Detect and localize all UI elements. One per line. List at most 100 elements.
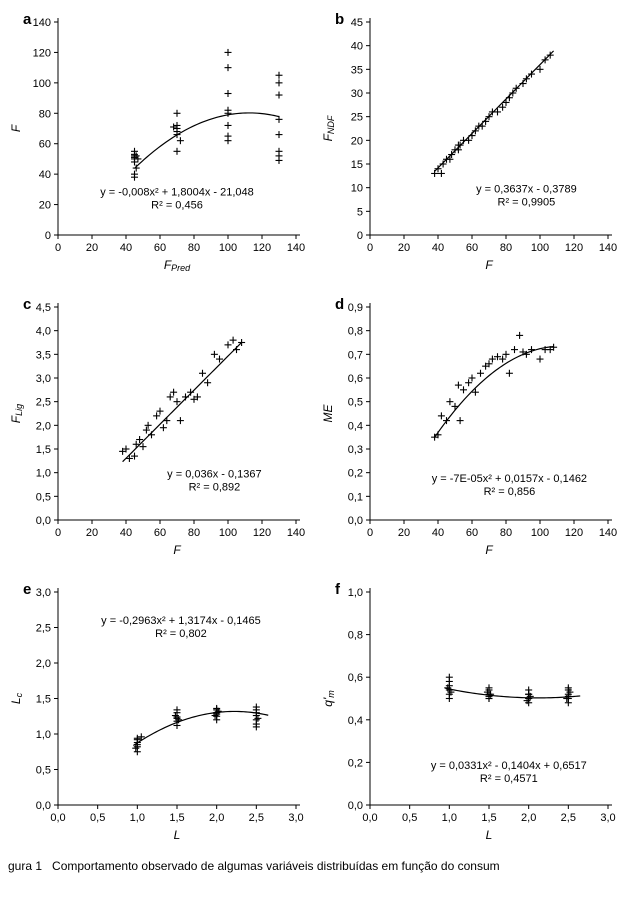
svg-text:40: 40 xyxy=(39,169,51,181)
svg-text:40: 40 xyxy=(120,527,132,539)
svg-text:0,8: 0,8 xyxy=(348,326,363,338)
svg-text:120: 120 xyxy=(253,527,271,539)
svg-text:ME: ME xyxy=(321,404,335,423)
svg-text:L: L xyxy=(174,828,181,842)
svg-text:1,5: 1,5 xyxy=(36,444,51,456)
svg-text:15: 15 xyxy=(351,159,363,171)
svg-text:100: 100 xyxy=(531,527,549,539)
svg-text:20: 20 xyxy=(351,135,363,147)
svg-text:2,0: 2,0 xyxy=(36,420,51,432)
svg-text:3,0: 3,0 xyxy=(36,373,51,385)
svg-text:1,5: 1,5 xyxy=(481,812,496,824)
svg-text:0: 0 xyxy=(55,527,61,539)
svg-text:120: 120 xyxy=(565,527,583,539)
svg-text:30: 30 xyxy=(351,88,363,100)
svg-text:5: 5 xyxy=(357,206,363,218)
svg-text:140: 140 xyxy=(287,527,305,539)
panel-b: b051015202530354045020406080100120140FFN… xyxy=(320,10,622,275)
svg-text:40: 40 xyxy=(351,41,363,53)
svg-text:3,0: 3,0 xyxy=(288,812,303,824)
svg-text:20: 20 xyxy=(86,527,98,539)
svg-text:0,0: 0,0 xyxy=(348,515,363,527)
svg-text:F: F xyxy=(173,543,181,557)
svg-text:35: 35 xyxy=(351,64,363,76)
svg-text:1,0: 1,0 xyxy=(36,468,51,480)
svg-text:Lc: Lc xyxy=(9,692,24,704)
svg-text:1,0: 1,0 xyxy=(36,729,51,741)
svg-text:0,0: 0,0 xyxy=(348,800,363,812)
svg-text:0,7: 0,7 xyxy=(348,349,363,361)
chart-grid: a020406080100120140020406080100120140FPr… xyxy=(0,0,630,855)
svg-text:0,5: 0,5 xyxy=(90,812,105,824)
svg-text:y = 0,036x - 0,1367: y = 0,036x - 0,1367 xyxy=(167,468,261,480)
svg-text:100: 100 xyxy=(219,242,237,254)
svg-text:FNDF: FNDF xyxy=(321,115,336,141)
panel-a: a020406080100120140020406080100120140FPr… xyxy=(8,10,310,275)
svg-text:0: 0 xyxy=(367,527,373,539)
svg-text:R² = 0,456: R² = 0,456 xyxy=(151,199,203,211)
panel-d: d0,00,10,20,30,40,50,60,70,80,9020406080… xyxy=(320,295,622,560)
svg-text:y = 0,3637x - 0,3789: y = 0,3637x - 0,3789 xyxy=(476,183,577,195)
svg-text:3,0: 3,0 xyxy=(36,587,51,599)
svg-text:0,6: 0,6 xyxy=(348,373,363,385)
svg-text:F: F xyxy=(485,543,493,557)
svg-text:0,0: 0,0 xyxy=(36,800,51,812)
svg-text:b: b xyxy=(335,11,344,28)
svg-text:140: 140 xyxy=(599,242,617,254)
svg-text:0,2: 0,2 xyxy=(348,468,363,480)
svg-text:y = -0,008x² + 1,8004x - 21,04: y = -0,008x² + 1,8004x - 21,048 xyxy=(100,186,254,198)
svg-text:1,0: 1,0 xyxy=(348,587,363,599)
svg-text:1,0: 1,0 xyxy=(442,812,457,824)
svg-text:3,5: 3,5 xyxy=(36,349,51,361)
svg-text:40: 40 xyxy=(120,242,132,254)
svg-text:60: 60 xyxy=(39,139,51,151)
svg-text:0: 0 xyxy=(367,242,373,254)
svg-text:40: 40 xyxy=(432,527,444,539)
svg-text:2,0: 2,0 xyxy=(36,658,51,670)
svg-text:q'm: q'm xyxy=(321,690,336,707)
svg-text:20: 20 xyxy=(86,242,98,254)
svg-text:FLig: FLig xyxy=(9,404,24,423)
svg-text:100: 100 xyxy=(531,242,549,254)
svg-text:F: F xyxy=(485,258,493,272)
figure-caption: gura 1 Comportamento observado de alguma… xyxy=(0,855,630,881)
svg-text:R² = 0,9905: R² = 0,9905 xyxy=(498,196,556,208)
svg-text:0: 0 xyxy=(45,230,51,242)
svg-text:R² = 0,892: R² = 0,892 xyxy=(189,481,241,493)
svg-text:0,4: 0,4 xyxy=(348,715,363,727)
svg-text:2,0: 2,0 xyxy=(209,812,224,824)
svg-text:L: L xyxy=(486,828,493,842)
svg-text:120: 120 xyxy=(253,242,271,254)
svg-text:e: e xyxy=(23,581,31,598)
svg-text:0: 0 xyxy=(357,230,363,242)
svg-text:R² = 0,856: R² = 0,856 xyxy=(484,486,536,498)
svg-text:140: 140 xyxy=(599,527,617,539)
svg-text:a: a xyxy=(23,11,32,28)
svg-text:0,0: 0,0 xyxy=(50,812,65,824)
svg-text:0,1: 0,1 xyxy=(348,491,363,503)
svg-text:20: 20 xyxy=(39,200,51,212)
svg-text:0,5: 0,5 xyxy=(402,812,417,824)
svg-text:20: 20 xyxy=(398,242,410,254)
svg-text:45: 45 xyxy=(351,17,363,29)
svg-text:y = -0,2963x² + 1,3174x - 0,14: y = -0,2963x² + 1,3174x - 0,1465 xyxy=(101,615,261,627)
svg-text:R² = 0,802: R² = 0,802 xyxy=(155,628,207,640)
svg-text:100: 100 xyxy=(33,78,51,90)
svg-text:0,3: 0,3 xyxy=(348,444,363,456)
svg-text:0,5: 0,5 xyxy=(348,397,363,409)
svg-text:60: 60 xyxy=(466,242,478,254)
svg-text:f: f xyxy=(335,581,341,598)
svg-text:0,0: 0,0 xyxy=(36,515,51,527)
panel-c: c0,00,51,01,52,02,53,03,54,04,5020406080… xyxy=(8,295,310,560)
svg-text:F: F xyxy=(9,124,23,132)
svg-text:40: 40 xyxy=(432,242,444,254)
svg-text:3,0: 3,0 xyxy=(600,812,615,824)
svg-text:y = -7E-05x² + 0,0157x - 0,146: y = -7E-05x² + 0,0157x - 0,1462 xyxy=(432,473,587,485)
svg-text:0,4: 0,4 xyxy=(348,420,363,432)
svg-text:4,0: 4,0 xyxy=(36,326,51,338)
svg-text:80: 80 xyxy=(500,242,512,254)
svg-text:80: 80 xyxy=(188,527,200,539)
svg-text:c: c xyxy=(23,296,31,313)
svg-text:140: 140 xyxy=(33,17,51,29)
panel-f: f0,00,20,40,60,81,00,00,51,01,52,02,53,0… xyxy=(320,580,622,845)
